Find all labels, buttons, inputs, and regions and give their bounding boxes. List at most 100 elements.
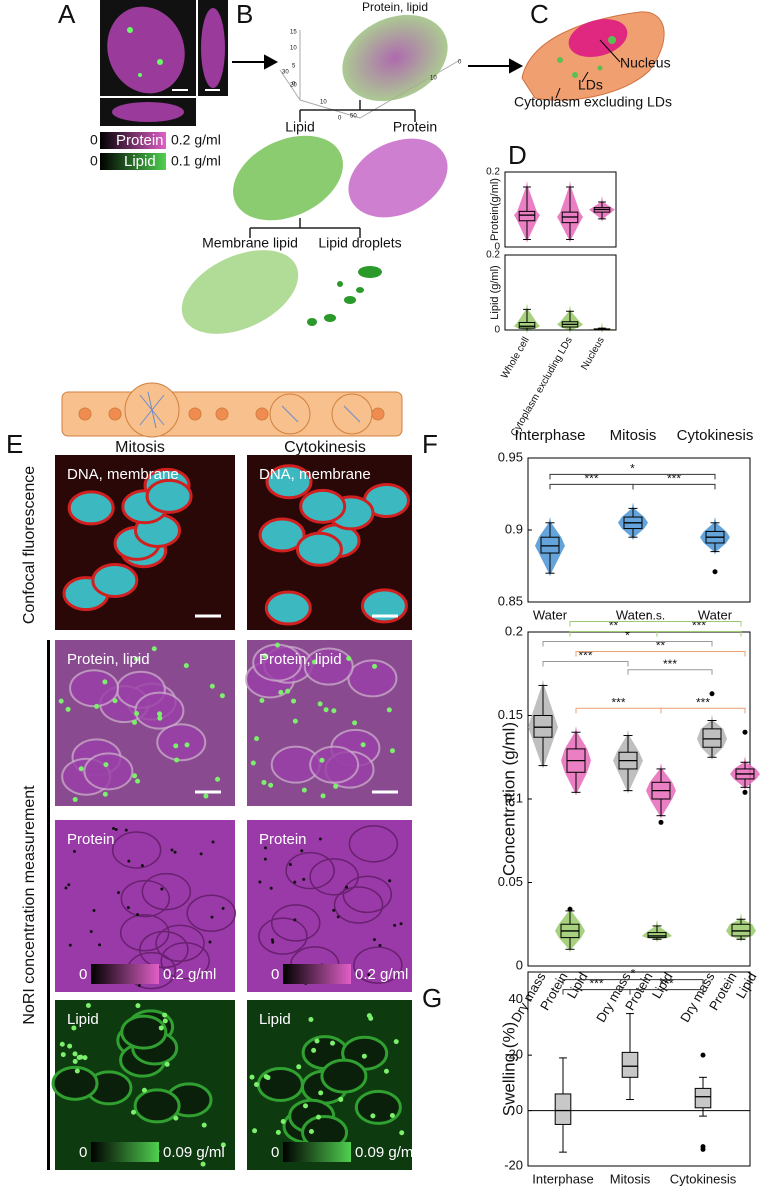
axis-tick: 10 xyxy=(320,100,327,106)
x-tick-label: Water xyxy=(616,607,651,622)
row-group-label: Confocal fluorescence xyxy=(21,466,38,624)
x-tick-label: Nucleus xyxy=(579,335,607,372)
microscopy-images: DNA, membrane DNA, membrane Protein, lipid… xyxy=(51,455,417,1170)
violin xyxy=(589,322,615,333)
image-label: DNA, membrane xyxy=(67,466,179,483)
row-group-label: NoRI concentration measurement xyxy=(21,785,38,1025)
axis-tick: 0 xyxy=(458,60,462,66)
outlier xyxy=(658,819,664,825)
y-tick-label: 0.2 xyxy=(486,167,500,178)
branch-label: Protein xyxy=(393,119,437,135)
y-tick-label: 0.1 xyxy=(505,790,523,805)
significance-label: n.s. xyxy=(646,609,665,623)
box xyxy=(518,210,536,222)
plot-frame xyxy=(504,254,617,331)
group-label: Mitosis xyxy=(610,427,657,444)
image: Lipid 0 0.09 g/ml xyxy=(51,1000,235,1170)
box xyxy=(731,923,751,937)
colorbar xyxy=(91,1142,159,1162)
plot-frame xyxy=(527,971,751,1167)
significance-bracket xyxy=(562,979,704,985)
panel-label: G xyxy=(422,983,442,1013)
violin xyxy=(618,502,648,541)
significance-bracket xyxy=(656,630,742,637)
cell-cartoon xyxy=(61,382,403,438)
significance-label: *** xyxy=(578,649,592,663)
axis-tick: 0 xyxy=(292,82,296,88)
render-label: LDs xyxy=(578,77,603,93)
image: Lipid 0 0.09 g/ml xyxy=(247,1000,417,1170)
violin xyxy=(730,756,760,791)
violin xyxy=(726,913,756,943)
box xyxy=(540,536,560,554)
colorbar-max: 0.2 g/ml xyxy=(171,132,221,148)
image: DNA, membrane xyxy=(55,455,235,630)
x-tick-label: Cytokinesis xyxy=(670,1171,737,1186)
significance-label: *** xyxy=(589,977,603,991)
panel-b-render xyxy=(181,14,461,334)
panel-label: E xyxy=(6,429,23,459)
panel-label: F xyxy=(422,429,438,459)
y-tick-label: 0 xyxy=(516,957,523,972)
colorbar-min: 0 xyxy=(90,132,98,148)
significance-label: * xyxy=(630,462,635,476)
branch-label: Lipid xyxy=(285,119,315,135)
panel-label: C xyxy=(530,0,549,29)
image: Protein, lipid xyxy=(55,640,235,806)
panel-label: A xyxy=(58,0,76,29)
colorbar-min: 0 xyxy=(271,966,279,983)
outlier xyxy=(700,1146,706,1152)
image: Protein, lipid xyxy=(245,640,412,806)
significance-bracket xyxy=(542,640,713,647)
significance-label: *** xyxy=(663,657,677,671)
colorbar xyxy=(91,964,159,984)
colorbar-max: 0.2 g/ml xyxy=(163,966,216,983)
image-label: Protein xyxy=(67,831,115,848)
chart: -20 0 20 40 Swelling (%) Interphase Mitosis Cyt… xyxy=(499,967,751,1186)
y-tick-label: 0.2 xyxy=(505,623,523,638)
colorbar-min: 0 xyxy=(79,1144,87,1161)
branch-label: Lipid droplets xyxy=(318,235,401,251)
significance-label: *** xyxy=(611,695,625,709)
x-tick-label: Interphase xyxy=(532,1171,593,1186)
colorbar-max: 0.1 g/ml xyxy=(171,153,221,169)
box xyxy=(702,728,722,748)
significance-bracket xyxy=(629,989,704,995)
y-tick-label: 0.15 xyxy=(498,707,523,722)
y-tick-label: 0.9 xyxy=(505,521,523,536)
y-tick-label: 0 xyxy=(494,325,500,336)
x-tick-label: Whole cell xyxy=(499,335,532,380)
outlier xyxy=(742,729,748,735)
render-label: Nucleus xyxy=(620,55,671,71)
axis-tick: 15 xyxy=(290,30,297,36)
significance-label: *** xyxy=(696,695,710,709)
violin xyxy=(700,516,730,555)
panel-label: B xyxy=(236,0,253,29)
image-label: Protein, lipid xyxy=(259,651,342,668)
axis-tick: 10 xyxy=(430,76,437,82)
significance-label: * xyxy=(625,629,630,643)
significance-label: *** xyxy=(584,472,598,486)
panel-c-render xyxy=(521,11,665,101)
y-axis-label: Protein(g/ml) xyxy=(489,178,501,241)
box xyxy=(647,932,667,939)
y-axis-label: Lipid (g/ml) xyxy=(489,265,501,319)
significance-bracket xyxy=(569,620,742,627)
axis-tick: 20 xyxy=(290,83,297,89)
x-tick-label: Water xyxy=(698,607,733,622)
box xyxy=(518,322,536,329)
colorbar-min: 0 xyxy=(271,1144,279,1161)
axis-tick: 50 xyxy=(350,114,357,120)
colorbar xyxy=(283,964,351,984)
box xyxy=(554,1093,572,1125)
x-tick-label: Water xyxy=(533,607,568,622)
significance-bracket xyxy=(542,660,629,667)
significance-label: *** xyxy=(692,619,706,633)
outlier xyxy=(700,1052,706,1058)
colorbar-max: 0.2 g/ml xyxy=(355,966,408,983)
column-title: Cytokinesis xyxy=(284,439,366,456)
colorbar-label: Protein xyxy=(116,132,164,149)
group-label: Cytokinesis xyxy=(677,427,754,444)
